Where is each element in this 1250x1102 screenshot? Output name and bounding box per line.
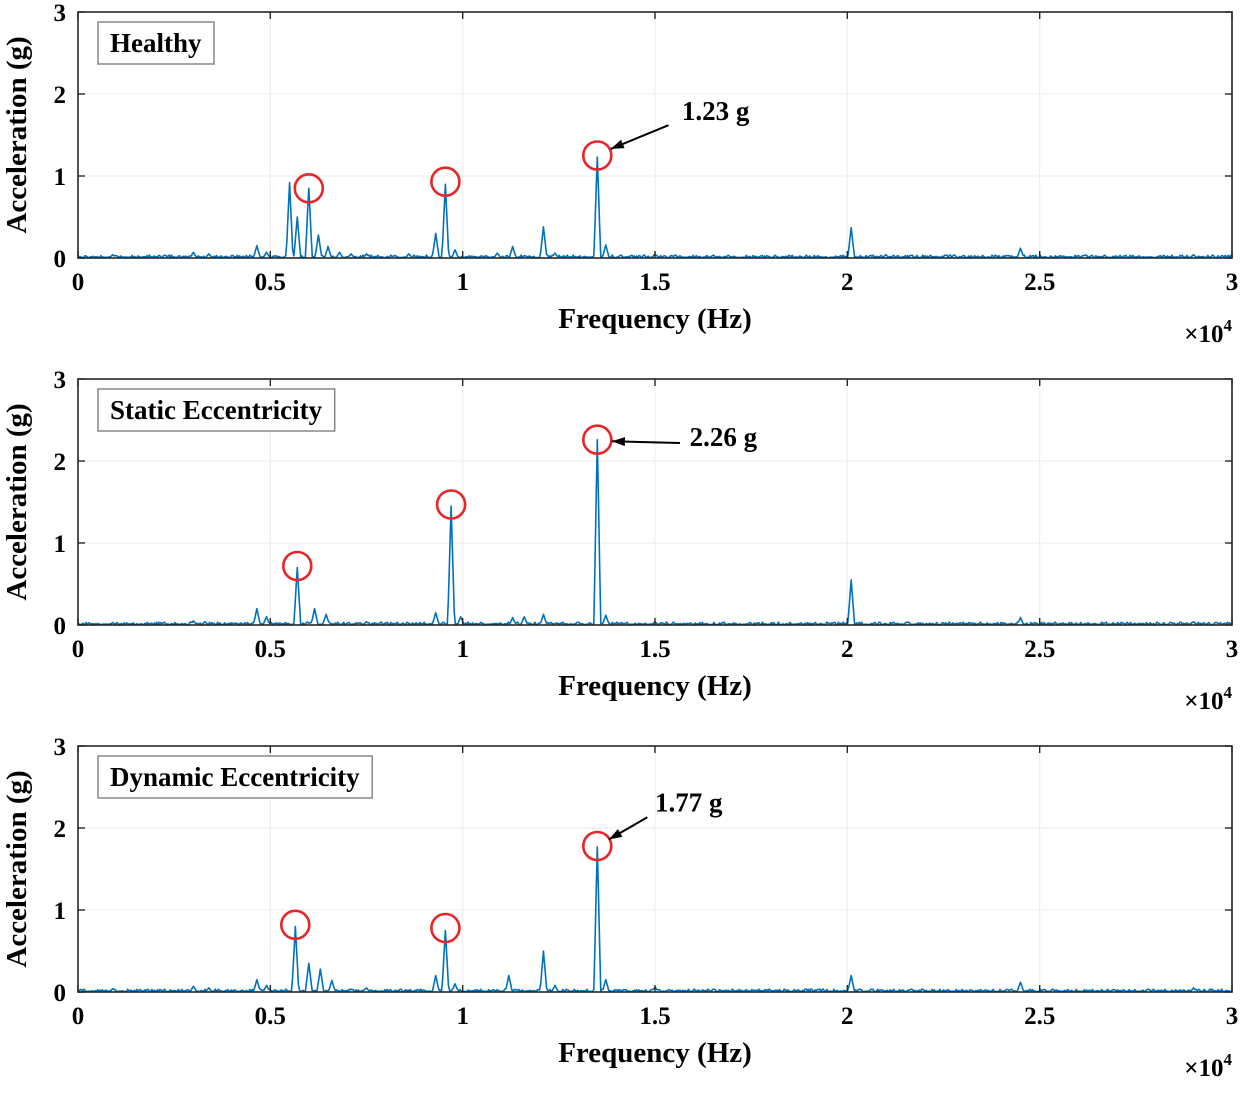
x-tick-label: 2 bbox=[841, 269, 854, 296]
x-tick-label: 3 bbox=[1226, 636, 1239, 663]
x-tick-label: 2.5 bbox=[1024, 636, 1055, 663]
chart-static-eccentricity: 0 0.5 1 1.5 2 2.5 3 0 1 2 3 Frequency (Hz) Accelerat… bbox=[1, 367, 1239, 715]
peak-circle bbox=[435, 489, 467, 520]
y-tick-label: 1 bbox=[54, 164, 67, 191]
x-axis-multiplier-exponent: 4 bbox=[1224, 1050, 1233, 1069]
x-tick-label: 3 bbox=[1226, 1003, 1239, 1030]
x-tick-label: 0.5 bbox=[255, 1003, 286, 1030]
annotation-text: 1.77 g bbox=[655, 788, 723, 818]
x-tick-label: 2.5 bbox=[1024, 1003, 1055, 1030]
x-tick-label: 0 bbox=[72, 636, 85, 663]
y-tick-label: 2 bbox=[54, 816, 67, 843]
peak-circle bbox=[430, 166, 461, 197]
x-axis-label: Frequency (Hz) bbox=[558, 1037, 752, 1069]
x-tick-label: 1.5 bbox=[639, 1003, 670, 1030]
peak-circle bbox=[581, 140, 613, 171]
peak-circle bbox=[279, 909, 311, 941]
x-tick-label: 0.5 bbox=[255, 636, 286, 663]
annotation-arrowhead bbox=[610, 139, 625, 149]
x-tick-label: 2 bbox=[841, 636, 854, 663]
chart-healthy: 0 0.5 1 1.5 2 2.5 3 0 1 2 3 Frequency (Hz) Accelerat… bbox=[1, 0, 1239, 348]
x-tick-label: 1 bbox=[456, 636, 469, 663]
y-tick-label: 3 bbox=[54, 367, 67, 394]
peak-circle bbox=[430, 912, 461, 944]
x-axis-label: Frequency (Hz) bbox=[558, 303, 752, 335]
panel-label-text: Static Eccentricity bbox=[110, 395, 323, 425]
y-tick-label: 1 bbox=[54, 898, 67, 925]
x-tick-label: 2.5 bbox=[1024, 269, 1055, 296]
x-tick-label: 0 bbox=[72, 1003, 85, 1030]
y-tick-label: 2 bbox=[54, 449, 67, 476]
x-tick-label: 0.5 bbox=[255, 269, 286, 296]
y-tick-label: 0 bbox=[54, 980, 67, 1007]
panel-dynamic-eccentricity: 0 0.5 1 1.5 2 2.5 3 0 1 2 3 Frequency (Hz) Accelerat… bbox=[0, 734, 1250, 1101]
peak-circle bbox=[581, 424, 613, 455]
chart-dynamic-eccentricity: 0 0.5 1 1.5 2 2.5 3 0 1 2 3 Frequency (Hz) Accelerat… bbox=[1, 734, 1239, 1082]
x-axis-multiplier-exponent: 4 bbox=[1224, 683, 1233, 702]
x-tick-label: 0 bbox=[72, 269, 85, 296]
y-tick-label: 0 bbox=[54, 613, 67, 640]
peak-circle bbox=[281, 550, 313, 582]
x-axis-label: Frequency (Hz) bbox=[558, 670, 752, 702]
y-tick-label: 0 bbox=[54, 246, 67, 273]
x-axis-multiplier: ×104 bbox=[1184, 683, 1232, 715]
y-tick-label: 1 bbox=[54, 531, 67, 558]
panel-static-eccentricity: 0 0.5 1 1.5 2 2.5 3 0 1 2 3 Frequency (Hz) Accelerat… bbox=[0, 367, 1250, 734]
y-tick-label: 2 bbox=[54, 82, 67, 109]
y-axis-label: Acceleration (g) bbox=[1, 403, 33, 600]
annotation-arrowhead bbox=[608, 829, 623, 840]
x-axis-multiplier-exponent: 4 bbox=[1224, 316, 1233, 335]
x-tick-label: 3 bbox=[1226, 269, 1239, 296]
panel-label-box bbox=[97, 755, 373, 799]
peak-circle bbox=[581, 830, 613, 862]
x-axis-multiplier: ×104 bbox=[1184, 1050, 1232, 1082]
y-axis-label: Acceleration (g) bbox=[1, 36, 33, 233]
panel-label-text: Healthy bbox=[110, 28, 202, 58]
annotation-text: 2.26 g bbox=[690, 422, 758, 452]
x-tick-label: 1 bbox=[456, 269, 469, 296]
panel-label-text: Dynamic Eccentricity bbox=[110, 762, 360, 792]
panel-label-box bbox=[97, 388, 336, 432]
x-tick-label: 1.5 bbox=[639, 269, 670, 296]
x-axis-multiplier: ×104 bbox=[1184, 316, 1232, 348]
x-tick-label: 1 bbox=[456, 1003, 469, 1030]
x-tick-label: 2 bbox=[841, 1003, 854, 1030]
y-axis-label: Acceleration (g) bbox=[1, 770, 33, 967]
panel-healthy: 0 0.5 1 1.5 2 2.5 3 0 1 2 3 Frequency (Hz) Accelerat… bbox=[0, 0, 1250, 367]
y-tick-label: 3 bbox=[54, 734, 67, 761]
annotation-arrowhead bbox=[611, 437, 625, 447]
peak-circle bbox=[293, 173, 325, 204]
panel-label-box bbox=[97, 21, 215, 65]
y-tick-label: 3 bbox=[54, 0, 67, 27]
x-tick-label: 1.5 bbox=[639, 636, 670, 663]
annotation-text: 1.23 g bbox=[682, 96, 750, 126]
